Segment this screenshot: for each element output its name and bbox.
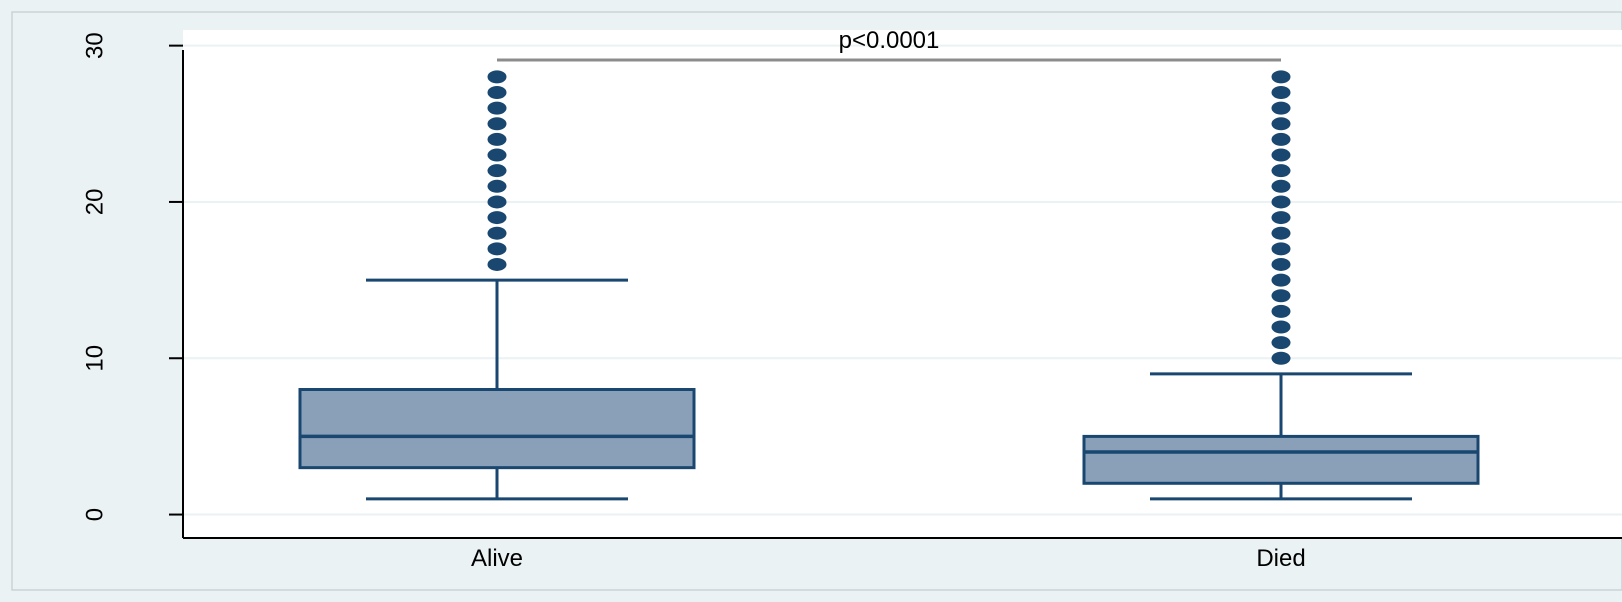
graph-frame [11,11,1622,591]
outlier-point [487,132,507,146]
outlier-point [1271,211,1291,225]
iqr-box [1082,434,1480,485]
x-axis-labels: Alive Died [471,545,1306,572]
y-tick-label: 20 [82,189,109,216]
x-category-label: Alive [471,545,523,572]
outlier-point [487,195,507,209]
x-category-label: Died [1256,545,1305,572]
y-tick-label: 10 [82,345,109,372]
outlier-point [1271,242,1291,256]
outlier-point [1271,289,1291,303]
iqr-box [298,388,696,470]
outlier-point [1271,320,1291,334]
outlier-point [487,211,507,225]
outlier-point [1271,273,1291,287]
outlier-point [487,226,507,240]
significance-bracket: p<0.0001 [497,27,1281,62]
outlier-point [1271,226,1291,240]
box-group-died [1082,70,1480,501]
outlier-point [1271,257,1291,271]
outlier-point [487,86,507,100]
outlier-point [1271,101,1291,115]
outlier-point [1271,148,1291,162]
outlier-point [1271,304,1291,318]
y-axis: 0 10 20 30 [82,32,1622,539]
outlier-point [487,164,507,178]
y-tick-label: 0 [82,508,109,521]
outlier-point [487,242,507,256]
outlier-point [487,70,507,84]
outlier-point [1271,336,1291,350]
box-group-alive [298,70,696,501]
outlier-point [1271,132,1291,146]
outlier-point [1271,164,1291,178]
grid-lines [183,44,1622,516]
outlier-point [487,117,507,131]
p-value-annotation: p<0.0001 [839,27,940,54]
outlier-point [1271,117,1291,131]
boxes [298,70,1480,501]
outlier-point [1271,351,1291,365]
outlier-point [487,179,507,193]
outlier-point [1271,86,1291,100]
outlier-point [487,101,507,115]
outlier-point [1271,195,1291,209]
outlier-point [1271,179,1291,193]
outlier-point [487,148,507,162]
y-tick-label: 30 [82,32,109,59]
outlier-point [1271,70,1291,84]
outlier-point [487,257,507,271]
